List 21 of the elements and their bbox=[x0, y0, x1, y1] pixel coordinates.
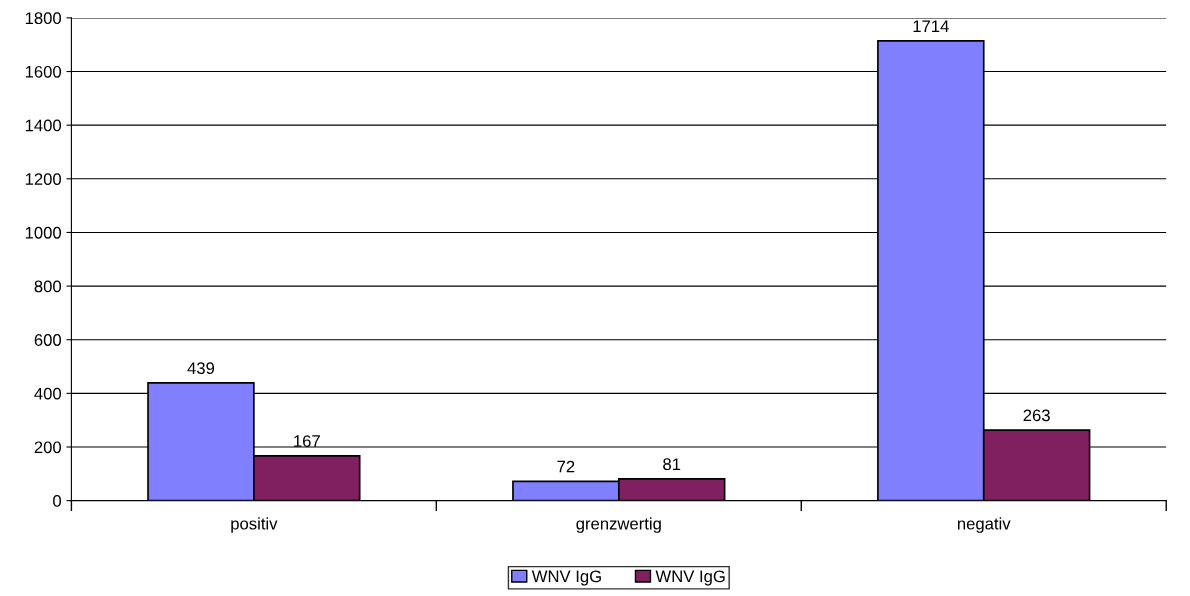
x-tick-label: positiv bbox=[231, 517, 278, 533]
y-tick-label: 800 bbox=[34, 280, 62, 293]
y-tick-label: 0 bbox=[53, 495, 62, 507]
y-tick-label: 1000 bbox=[25, 226, 62, 239]
y-tick-label: 1400 bbox=[25, 119, 62, 132]
x-tick-label: negativ bbox=[957, 517, 1011, 533]
data-label: 81 bbox=[663, 458, 681, 471]
y-tick-label: 400 bbox=[34, 387, 62, 400]
y-tick-label: 200 bbox=[34, 441, 62, 454]
y-tick-label: 600 bbox=[34, 334, 62, 346]
legend-label: WNV IgG bbox=[531, 570, 601, 586]
legend-label: WNV IgG bbox=[655, 570, 725, 586]
y-tick-label: 1800 bbox=[25, 12, 62, 25]
y-tick-label: 1200 bbox=[25, 173, 62, 185]
data-label: 439 bbox=[187, 362, 215, 375]
data-label: 167 bbox=[294, 435, 320, 447]
y-tick-label: 1600 bbox=[25, 65, 62, 78]
data-label: 1714 bbox=[913, 20, 949, 32]
data-label: 263 bbox=[1023, 409, 1050, 422]
data-label: 72 bbox=[557, 460, 575, 473]
x-tick-label: grenzwertig bbox=[576, 517, 661, 533]
